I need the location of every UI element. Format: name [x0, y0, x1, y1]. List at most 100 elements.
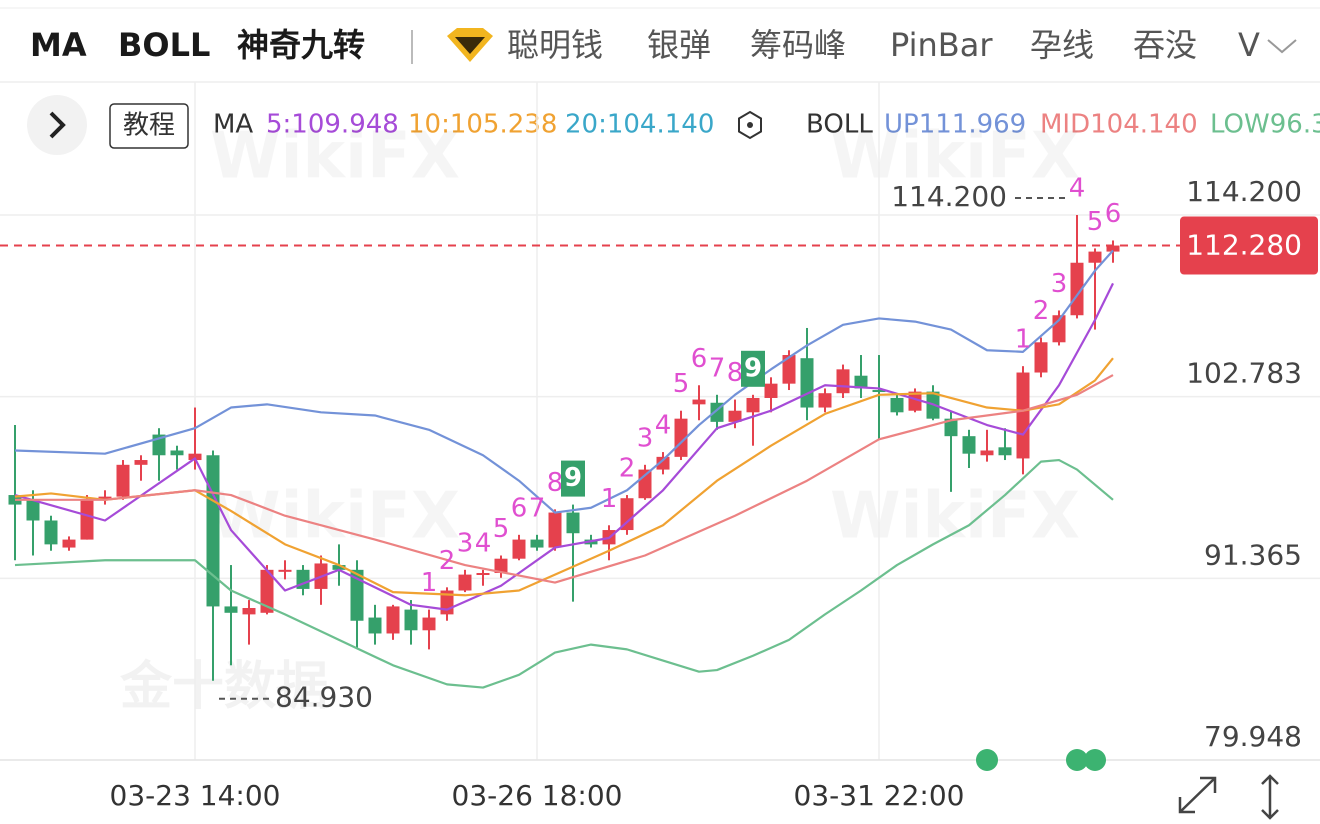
last-price-box [1180, 216, 1318, 275]
tab[interactable]: 吞没 [1133, 26, 1197, 64]
scale-icon[interactable] [1261, 774, 1279, 820]
tab[interactable]: 孕线 [1030, 26, 1094, 64]
nine-turn-label: 5 [493, 514, 510, 544]
indicator-line [14, 282, 1114, 611]
nine-turn-label: 2 [619, 454, 636, 484]
candle-body [1106, 245, 1120, 252]
tab[interactable]: 筹码峰 [750, 26, 846, 64]
nine-turn-label: 6 [511, 493, 528, 523]
tab[interactable]: 银弹 [647, 26, 711, 64]
signal-dot [1066, 749, 1088, 771]
candle-body [1070, 262, 1084, 316]
candle-body [1034, 342, 1048, 373]
candle-body [422, 617, 436, 631]
nine-turn-box [561, 460, 585, 497]
ma-value: 5:109.948 [266, 110, 399, 140]
candle-body [998, 447, 1012, 456]
settings-icon-dot [747, 122, 753, 128]
signal-dot [976, 749, 998, 771]
candle-body [260, 569, 274, 613]
nine-turn-label: 2 [439, 546, 456, 576]
settings-icon[interactable] [738, 110, 762, 140]
candle-body [44, 520, 58, 545]
indicator-line [14, 458, 1114, 689]
candle-body [800, 358, 814, 408]
tab[interactable]: 聪明钱 [507, 26, 603, 64]
tab[interactable]: PinBar [890, 26, 993, 64]
nine-turn-box [741, 350, 765, 387]
candle-body [404, 609, 418, 631]
candle-body [692, 399, 706, 405]
low-marker: 84.930 [275, 681, 373, 714]
y-tick-label: 79.948 [1204, 720, 1302, 753]
candle-body [890, 397, 904, 413]
candle-body [494, 558, 508, 574]
nine-turn-label: 1 [421, 568, 438, 598]
y-tick-label: 102.783 [1186, 357, 1302, 390]
ma-value: 10:105.238 [408, 110, 557, 140]
candle-body [530, 539, 544, 548]
nine-turn-label: 4 [475, 528, 492, 558]
watermark: WikiFX [830, 120, 1080, 194]
candle-body [746, 397, 760, 413]
nine-turn-label: 7 [709, 353, 726, 383]
y-tick-label: 114.200 [1186, 175, 1302, 208]
candle-body [1016, 372, 1030, 459]
nine-turn-label: 4 [655, 411, 672, 441]
nine-turn-label: 6 [691, 344, 708, 374]
nine-turn-label: 9 [744, 353, 762, 383]
nine-turn-label: 3 [1051, 269, 1068, 299]
boll-value: LOW96.3 [1210, 110, 1320, 140]
tutorial-button[interactable] [109, 103, 189, 149]
ma-value: 20:104.140 [565, 110, 714, 140]
nine-turn-label: 1 [1015, 325, 1032, 355]
tab-active[interactable]: 神奇九转 [237, 26, 365, 64]
tab[interactable]: V [1238, 26, 1260, 64]
candle-body [134, 460, 148, 465]
signal-dot [1084, 749, 1106, 771]
candle-body [26, 499, 40, 521]
candle-body [854, 375, 868, 389]
nine-turn-label: 5 [673, 369, 690, 399]
candle-body [476, 573, 490, 576]
candle-body [656, 456, 670, 470]
tab-active[interactable]: MA [30, 26, 87, 64]
candle-body [206, 455, 220, 607]
boll-value: UP111.969 [884, 110, 1026, 140]
nine-turn-label: 1 [601, 484, 618, 514]
watermark: WikiFX [210, 480, 460, 554]
candle-body [368, 617, 382, 634]
more-tabs-chevron[interactable] [1267, 39, 1297, 54]
fullscreen-icon[interactable] [1178, 776, 1217, 814]
nine-turn-label: 7 [529, 493, 546, 523]
candle-body [620, 498, 634, 531]
candle-body [548, 512, 562, 548]
candle-body [818, 393, 832, 408]
nine-turn-label: 3 [457, 528, 474, 558]
nine-turn-label: 4 [1069, 174, 1086, 204]
ma-label: MA [213, 110, 253, 140]
collapse-chevron [49, 111, 66, 139]
collapse-button[interactable] [27, 95, 87, 155]
y-tick-label: 91.365 [1204, 538, 1302, 571]
boll-value: MID104.140 [1040, 110, 1198, 140]
candle-body [80, 499, 94, 540]
indicator-line [14, 249, 1114, 514]
tutorial-label: 教程 [123, 111, 175, 141]
candle-body [944, 418, 958, 437]
candle-body [782, 355, 796, 384]
candle-body [188, 453, 202, 461]
last-price-label: 112.280 [1186, 229, 1302, 262]
nine-turn-label: 6 [1105, 199, 1122, 229]
tab-active[interactable]: BOLL [118, 26, 210, 64]
candle-body [980, 450, 994, 456]
candle-body [458, 574, 472, 591]
nine-turn-label: 5 [1087, 207, 1104, 237]
indicator-line [14, 357, 1114, 597]
candle-body [116, 464, 130, 497]
indicator-line [15, 374, 1114, 584]
candle-body [674, 418, 688, 457]
nine-turn-label: 8 [727, 358, 744, 388]
candle-body [224, 606, 238, 613]
